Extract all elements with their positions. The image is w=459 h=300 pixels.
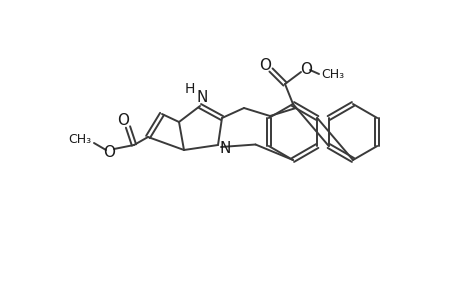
Text: O: O (103, 145, 115, 160)
Text: O: O (117, 112, 129, 128)
Text: CH₃: CH₃ (321, 68, 344, 80)
Text: CH₃: CH₃ (68, 133, 91, 146)
Text: O: O (299, 61, 311, 76)
Text: O: O (258, 58, 270, 73)
Text: N: N (196, 89, 207, 104)
Text: H: H (185, 82, 195, 96)
Text: N: N (219, 140, 230, 155)
